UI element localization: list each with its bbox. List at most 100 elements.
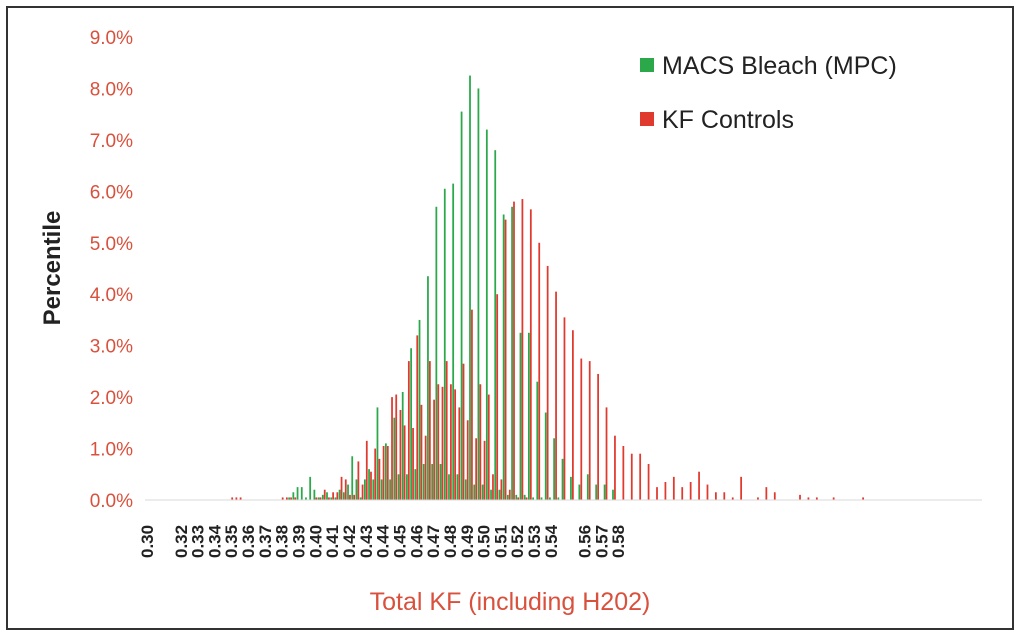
bar-macs-bleach (443, 188, 446, 500)
bar-kf-controls (365, 440, 368, 500)
bar-macs-bleach (292, 492, 295, 500)
legend-swatch-macs-bleach (640, 58, 654, 72)
bar-kf-controls (319, 497, 322, 500)
bar-macs-bleach (389, 479, 391, 500)
bar-macs-bleach (448, 474, 450, 500)
bar-kf-controls (740, 476, 743, 500)
bar-macs-bleach (544, 412, 547, 500)
x-tick-label: 0.57 (592, 525, 611, 558)
bar-macs-bleach (515, 494, 518, 500)
bar-kf-controls (614, 435, 616, 500)
bar-macs-bleach (380, 479, 383, 500)
bar-kf-controls (424, 435, 427, 500)
bar-kf-controls (731, 497, 734, 500)
bar-macs-bleach (397, 474, 400, 500)
bar-kf-controls (517, 497, 520, 500)
y-tick-label: 2.0% (90, 388, 133, 409)
bar-macs-bleach (603, 484, 606, 500)
bar-macs-bleach (393, 417, 396, 500)
bar-macs-bleach (422, 463, 425, 500)
legend-label-macs-bleach: MACS Bleach (MPC) (662, 52, 897, 80)
bar-macs-bleach (536, 381, 539, 500)
y-tick-label: 3.0% (90, 337, 133, 358)
bar-macs-bleach (338, 489, 341, 500)
x-tick-label: 0.56 (576, 525, 595, 558)
y-axis: 0.0% 1.0% 2.0% 3.0% 4.0% 5.0% 6.0% 7.0% 8.0% 9.0% (90, 28, 982, 512)
bar-kf-controls (454, 389, 456, 500)
bar-kf-controls (332, 492, 335, 500)
bar-macs-bleach (401, 391, 404, 500)
bar-kf-controls (450, 384, 452, 500)
bar-kf-controls (407, 361, 410, 500)
bar-macs-bleach (519, 332, 522, 500)
x-tick-label: 0.36 (239, 525, 258, 558)
bar-kf-controls (336, 492, 339, 500)
bar-macs-bleach (317, 497, 320, 500)
x-tick-label: 0.53 (525, 525, 544, 558)
bar-kf-controls (723, 492, 726, 500)
bar-macs-bleach (326, 492, 328, 500)
bar-kf-controls (361, 484, 364, 500)
bar-kf-controls (466, 420, 469, 500)
bar-macs-bleach (557, 497, 560, 500)
x-tick-label: 0.30 (138, 525, 157, 558)
bar-macs-bleach (523, 494, 526, 500)
x-tick-label: 0.37 (256, 525, 275, 558)
x-tick-label: 0.44 (374, 524, 393, 558)
bar-macs-bleach (473, 484, 476, 500)
bar-kf-controls (281, 497, 284, 500)
bar-kf-controls (391, 397, 393, 500)
bar-kf-controls (832, 497, 835, 500)
y-tick-label: 4.0% (90, 285, 133, 306)
bar-kf-controls (647, 463, 650, 500)
x-tick-label: 0.32 (172, 525, 191, 558)
bar-kf-controls (538, 242, 541, 500)
bar-macs-bleach (452, 183, 455, 500)
bar-kf-controls (555, 291, 557, 500)
bar-macs-bleach (460, 111, 463, 500)
bar-macs-bleach (313, 489, 316, 500)
bar-macs-bleach (490, 489, 492, 500)
x-tick-label: 0.35 (222, 525, 241, 558)
bar-kf-controls (374, 448, 377, 500)
bar-macs-bleach (305, 497, 307, 500)
bar-macs-bleach (595, 484, 598, 500)
bar-macs-bleach (300, 487, 303, 500)
legend: MACS Bleach (MPC) KF Controls (640, 52, 897, 134)
x-tick-label: 0.58 (609, 525, 628, 558)
bar-kf-controls (399, 409, 402, 500)
bar-kf-controls (285, 497, 288, 500)
bar-kf-controls (698, 471, 700, 500)
y-tick-label: 9.0% (90, 28, 133, 49)
bar-kf-controls (815, 497, 818, 500)
bar-kf-controls (529, 209, 532, 500)
bar-kf-controls (572, 330, 574, 500)
bar-macs-bleach (540, 497, 543, 500)
chart-frame (6, 6, 1014, 630)
bar-kf-controls (681, 487, 684, 500)
x-tick-label: 0.39 (290, 525, 309, 558)
y-tick-label: 0.0% (90, 491, 133, 512)
legend-swatch-kf-controls (640, 112, 654, 126)
bar-kf-controls (475, 438, 478, 500)
bar-kf-controls (500, 479, 503, 500)
bar-macs-bleach (385, 443, 387, 500)
bar-macs-bleach (456, 474, 459, 500)
bar-macs-bleach (435, 206, 438, 500)
bar-kf-controls (353, 494, 356, 500)
x-tick-label: 0.47 (424, 525, 443, 558)
bar-kf-controls (513, 201, 515, 500)
bar-macs-bleach (359, 497, 362, 500)
bar-kf-controls (471, 309, 473, 500)
bar-macs-bleach (498, 489, 501, 500)
bar-kf-controls (496, 294, 499, 500)
bar-macs-bleach (528, 332, 530, 500)
bar-kf-controls (239, 497, 242, 500)
bar-kf-controls (656, 487, 658, 500)
bar-kf-controls (433, 399, 435, 500)
bar-macs-bleach (570, 476, 572, 500)
bars-group (231, 75, 864, 501)
y-axis-label: Percentile (39, 211, 66, 326)
x-tick-label: 0.43 (357, 525, 376, 558)
bar-kf-controls (508, 489, 511, 500)
